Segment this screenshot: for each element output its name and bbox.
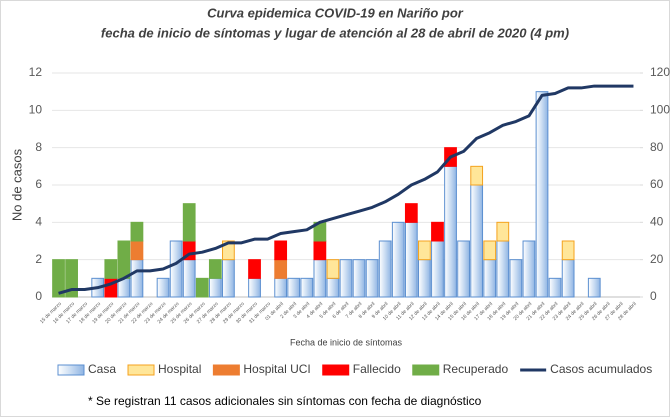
bar-segment: [457, 240, 470, 298]
bar-segment: [287, 277, 301, 298]
bar-segment: [339, 259, 353, 298]
y-tick-label: 6: [35, 177, 42, 191]
bar-segment: [483, 259, 497, 298]
bar-segment: [300, 277, 314, 298]
bar-segment: [52, 259, 65, 298]
bar-segment: [587, 277, 601, 298]
bar-segment: [104, 259, 118, 279]
bar-segment: [130, 259, 144, 298]
bar-segment: [378, 240, 392, 298]
bar-segment: [509, 259, 523, 298]
legend-label: Hospital: [158, 362, 201, 376]
bar-segment: [195, 277, 209, 298]
bar-segment: [483, 240, 497, 261]
bar-segment: [561, 240, 575, 261]
bar-segment: [313, 240, 327, 261]
bar-segment: [313, 259, 327, 298]
bar-segment: [418, 240, 431, 261]
y-axis-label: No de casos: [9, 148, 24, 221]
legend-swatch: [212, 364, 240, 376]
bar-segment: [391, 221, 405, 298]
bar-segment: [274, 259, 288, 279]
bar-segment: [222, 259, 235, 298]
legend-label: Casos acumulados: [550, 362, 652, 376]
y2-tick-label: 60: [650, 177, 664, 191]
bar-segment: [130, 240, 144, 261]
y-tick-label: 12: [29, 65, 43, 79]
bar-segment: [352, 259, 366, 298]
legend-label: Hospital UCI: [243, 362, 310, 376]
y2-tick-label: 100: [650, 103, 670, 117]
bar-segment: [431, 221, 444, 242]
bar-segment: [274, 277, 288, 298]
chart-subtitle: fecha de inicio de síntomas y lugar de a…: [101, 25, 569, 40]
y-tick-label: 10: [29, 103, 43, 117]
bar-segment: [182, 259, 196, 298]
bar-segment: [326, 259, 340, 279]
legend-swatch: [322, 364, 350, 376]
y-tick-label: 2: [35, 252, 42, 266]
bar-segment: [470, 184, 484, 298]
y-tick-label: 4: [35, 215, 42, 229]
bar-segment: [156, 277, 170, 298]
bar-segment: [535, 91, 549, 298]
y-tick-label: 0: [35, 289, 42, 303]
bar-segment: [496, 240, 510, 298]
y2-tick-label: 120: [650, 65, 670, 79]
legend-label: Casa: [88, 362, 116, 376]
footnote: * Se registran 11 casos adicionales sin …: [88, 394, 482, 408]
bar-segment: [404, 203, 418, 223]
bar-segment: [182, 203, 196, 242]
bar-segment: [326, 277, 340, 298]
legend-swatch: [127, 364, 155, 376]
bar-segment: [561, 259, 575, 298]
bar-segment: [470, 165, 484, 186]
y2-tick-label: 80: [650, 140, 664, 154]
bar-segment: [208, 259, 222, 279]
y2-tick-label: 0: [650, 289, 657, 303]
x-axis-label: Fecha de inicio de síntomas: [290, 337, 403, 347]
bar-segment: [169, 240, 183, 298]
bar-segment: [130, 221, 144, 242]
bar-segment: [274, 240, 288, 261]
y2-tick-label: 40: [650, 215, 664, 229]
y-tick-label: 8: [35, 140, 42, 154]
bar-segment: [248, 277, 261, 298]
legend-swatch: [57, 364, 85, 376]
bar-segment: [208, 277, 222, 298]
bar-segment: [522, 240, 536, 298]
bar-segment: [496, 221, 510, 242]
chart-title: Curva epidemica COVID-19 en Nariño por: [207, 5, 464, 20]
legend-swatch: [412, 364, 440, 376]
legend-label: Fallecido: [353, 362, 401, 376]
legend-label: Recuperado: [443, 362, 509, 376]
bar-segment: [117, 240, 131, 279]
bar-segment: [222, 240, 235, 261]
bar-segment: [548, 277, 562, 298]
bar-segment: [418, 259, 431, 298]
bar-segment: [248, 259, 261, 279]
bar-segment: [444, 165, 457, 298]
bar-segment: [404, 221, 418, 298]
bar-segment: [431, 240, 444, 298]
y2-tick-label: 20: [650, 252, 664, 266]
bar-segment: [365, 259, 379, 298]
bar-segment: [65, 259, 78, 298]
cumulative-line: [58, 84, 634, 295]
